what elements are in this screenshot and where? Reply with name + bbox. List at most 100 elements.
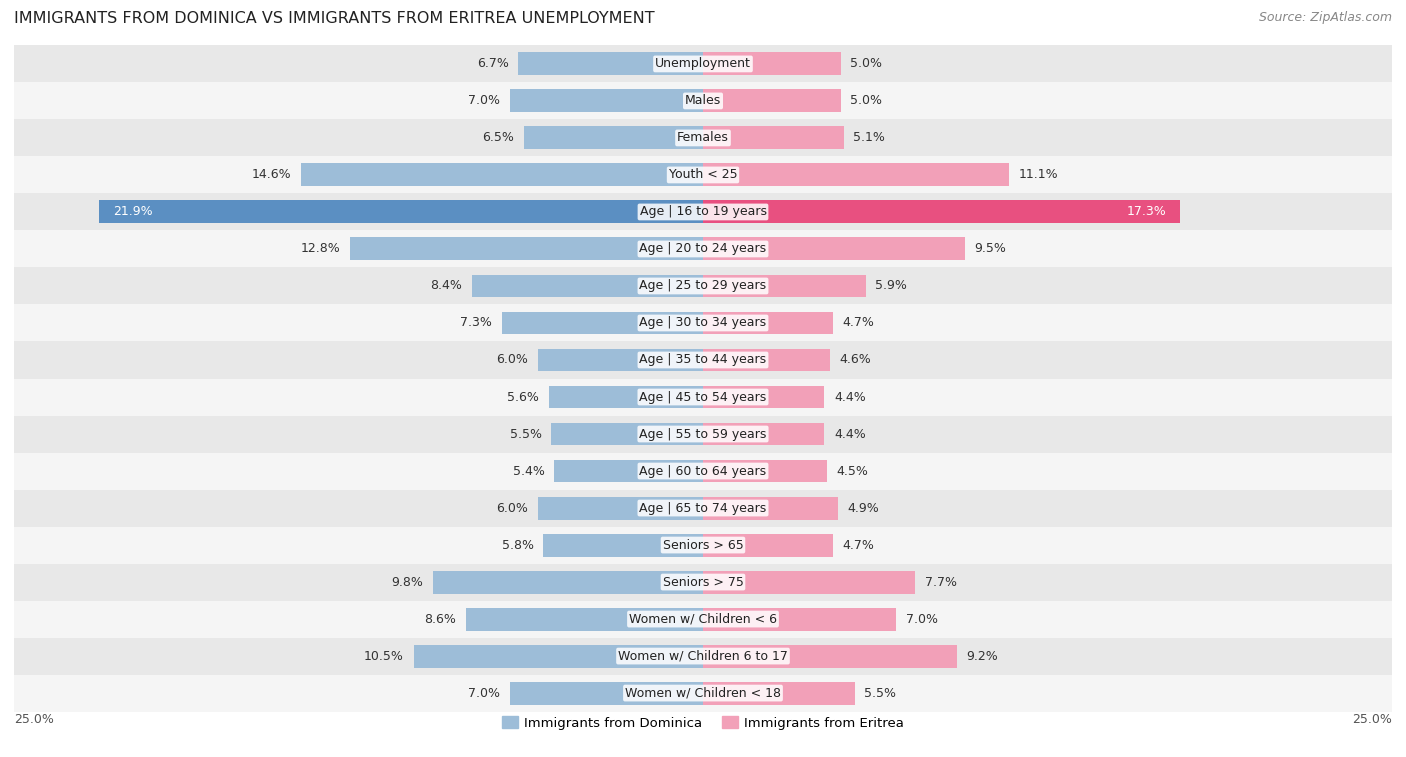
Bar [14, 637, 1392, 674]
Text: Age | 25 to 29 years: Age | 25 to 29 years [640, 279, 766, 292]
Bar [14, 600, 1392, 637]
Text: 5.5%: 5.5% [510, 428, 541, 441]
Bar [465, 608, 703, 631]
Text: 7.0%: 7.0% [468, 687, 501, 699]
Text: Youth < 25: Youth < 25 [669, 169, 737, 182]
Text: 17.3%: 17.3% [1126, 205, 1166, 219]
Legend: Immigrants from Dominica, Immigrants from Eritrea: Immigrants from Dominica, Immigrants fro… [496, 711, 910, 735]
Bar [554, 459, 703, 482]
Bar [14, 453, 1392, 490]
Text: 8.4%: 8.4% [430, 279, 461, 292]
Bar [703, 645, 956, 668]
Bar [14, 341, 1392, 378]
Text: Females: Females [678, 132, 728, 145]
Bar [14, 230, 1392, 267]
Text: Women w/ Children < 18: Women w/ Children < 18 [626, 687, 780, 699]
Text: 9.2%: 9.2% [966, 650, 998, 662]
Text: 5.4%: 5.4% [513, 465, 544, 478]
Bar [703, 534, 832, 556]
Text: 6.7%: 6.7% [477, 58, 509, 70]
Text: 4.4%: 4.4% [834, 428, 866, 441]
Bar [14, 378, 1392, 416]
Bar [433, 571, 703, 593]
Bar [14, 490, 1392, 527]
Text: Women w/ Children 6 to 17: Women w/ Children 6 to 17 [619, 650, 787, 662]
Text: 5.5%: 5.5% [865, 687, 896, 699]
Text: Age | 65 to 74 years: Age | 65 to 74 years [640, 502, 766, 515]
Text: Age | 60 to 64 years: Age | 60 to 64 years [640, 465, 766, 478]
Text: 4.4%: 4.4% [834, 391, 866, 403]
Text: 11.1%: 11.1% [1018, 169, 1059, 182]
Text: 21.9%: 21.9% [114, 205, 153, 219]
Text: 7.0%: 7.0% [468, 95, 501, 107]
Text: Males: Males [685, 95, 721, 107]
Bar [703, 681, 855, 705]
Text: 9.8%: 9.8% [391, 575, 423, 588]
Text: 9.5%: 9.5% [974, 242, 1007, 255]
Text: 5.8%: 5.8% [502, 538, 533, 552]
Text: 6.0%: 6.0% [496, 354, 529, 366]
Bar [14, 194, 1392, 230]
Text: 7.0%: 7.0% [905, 612, 938, 625]
Bar [537, 497, 703, 519]
Bar [14, 304, 1392, 341]
Text: Seniors > 65: Seniors > 65 [662, 538, 744, 552]
Bar [703, 164, 1010, 186]
Bar [14, 267, 1392, 304]
Bar [703, 571, 915, 593]
Text: Seniors > 75: Seniors > 75 [662, 575, 744, 588]
Bar [350, 238, 703, 260]
Bar [14, 45, 1392, 83]
Text: 25.0%: 25.0% [14, 712, 53, 726]
Bar [543, 534, 703, 556]
Text: 10.5%: 10.5% [364, 650, 404, 662]
Bar [548, 385, 703, 409]
Text: 4.6%: 4.6% [839, 354, 872, 366]
Bar [703, 497, 838, 519]
Text: Women w/ Children < 6: Women w/ Children < 6 [628, 612, 778, 625]
Bar [14, 120, 1392, 157]
Text: 5.1%: 5.1% [853, 132, 884, 145]
Text: 14.6%: 14.6% [252, 169, 291, 182]
Bar [703, 238, 965, 260]
Bar [14, 563, 1392, 600]
Text: 6.5%: 6.5% [482, 132, 515, 145]
Bar [519, 52, 703, 76]
Bar [301, 164, 703, 186]
Bar [502, 312, 703, 335]
Text: 7.3%: 7.3% [460, 316, 492, 329]
Bar [703, 385, 824, 409]
Bar [551, 422, 703, 445]
Text: 4.7%: 4.7% [842, 316, 875, 329]
Bar [510, 681, 703, 705]
Text: Age | 30 to 34 years: Age | 30 to 34 years [640, 316, 766, 329]
Bar [524, 126, 703, 149]
Text: Age | 45 to 54 years: Age | 45 to 54 years [640, 391, 766, 403]
Bar [703, 201, 1180, 223]
Bar [510, 89, 703, 112]
Bar [471, 275, 703, 298]
Text: 4.7%: 4.7% [842, 538, 875, 552]
Bar [14, 157, 1392, 194]
Bar [703, 312, 832, 335]
Text: 4.5%: 4.5% [837, 465, 869, 478]
Text: 5.6%: 5.6% [508, 391, 538, 403]
Bar [703, 348, 830, 372]
Bar [14, 83, 1392, 120]
Bar [14, 527, 1392, 563]
Bar [703, 126, 844, 149]
Text: 12.8%: 12.8% [301, 242, 340, 255]
Text: Age | 55 to 59 years: Age | 55 to 59 years [640, 428, 766, 441]
Text: 4.9%: 4.9% [848, 502, 879, 515]
Bar [703, 89, 841, 112]
Bar [703, 459, 827, 482]
Bar [14, 674, 1392, 712]
Text: Source: ZipAtlas.com: Source: ZipAtlas.com [1258, 11, 1392, 24]
Text: Age | 35 to 44 years: Age | 35 to 44 years [640, 354, 766, 366]
Text: 6.0%: 6.0% [496, 502, 529, 515]
Bar [703, 422, 824, 445]
Text: 5.9%: 5.9% [875, 279, 907, 292]
Bar [703, 52, 841, 76]
Text: Age | 20 to 24 years: Age | 20 to 24 years [640, 242, 766, 255]
Bar [537, 348, 703, 372]
